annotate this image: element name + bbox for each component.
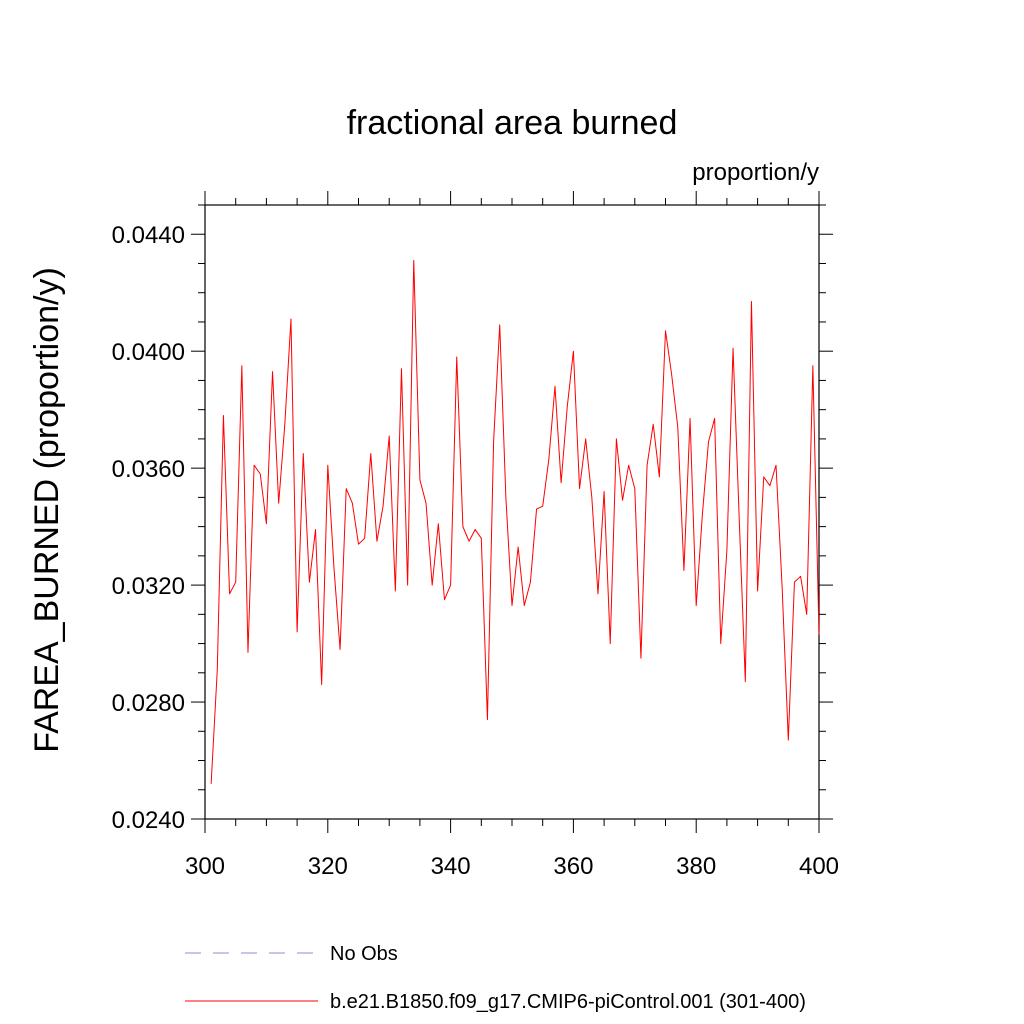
legend-label-no-obs: No Obs [330, 943, 398, 965]
x-tick-label: 300 [185, 853, 225, 880]
plot-frame [204, 204, 820, 820]
legend: No Obs b.e21.B1850.f09_g17.CMIP6-piContr… [185, 943, 806, 1013]
series-line [210, 260, 820, 784]
y-tick-label: 0.0320 [112, 573, 185, 600]
x-tick-labels: 300 320 340 360 380 400 [185, 853, 839, 880]
legend-label-model: b.e21.B1850.f09_g17.CMIP6-piControl.001 … [330, 991, 806, 1013]
x-tick-label: 360 [553, 853, 593, 880]
y-tick-label: 0.0360 [112, 456, 185, 483]
x-tick-label: 400 [799, 853, 839, 880]
y-tick-label: 0.0400 [112, 339, 185, 366]
y-tick-label: 0.0280 [112, 690, 185, 717]
y-axis-label: FAREA_BURNED (proportion/y) [28, 267, 66, 753]
x-tick-label: 340 [431, 853, 471, 880]
y-tick-label: 0.0440 [112, 222, 185, 249]
units-label: proportion/y [692, 159, 819, 186]
y-tick-label: 0.0240 [112, 807, 185, 834]
chart-title: fractional area burned [347, 104, 678, 142]
x-tick-label: 320 [308, 853, 348, 880]
ticks-layer [191, 191, 833, 833]
x-tick-label: 380 [676, 853, 716, 880]
y-tick-labels: 0.0240 0.0280 0.0320 0.0360 0.0400 0.0440 [112, 222, 185, 834]
series-layer [210, 260, 820, 784]
